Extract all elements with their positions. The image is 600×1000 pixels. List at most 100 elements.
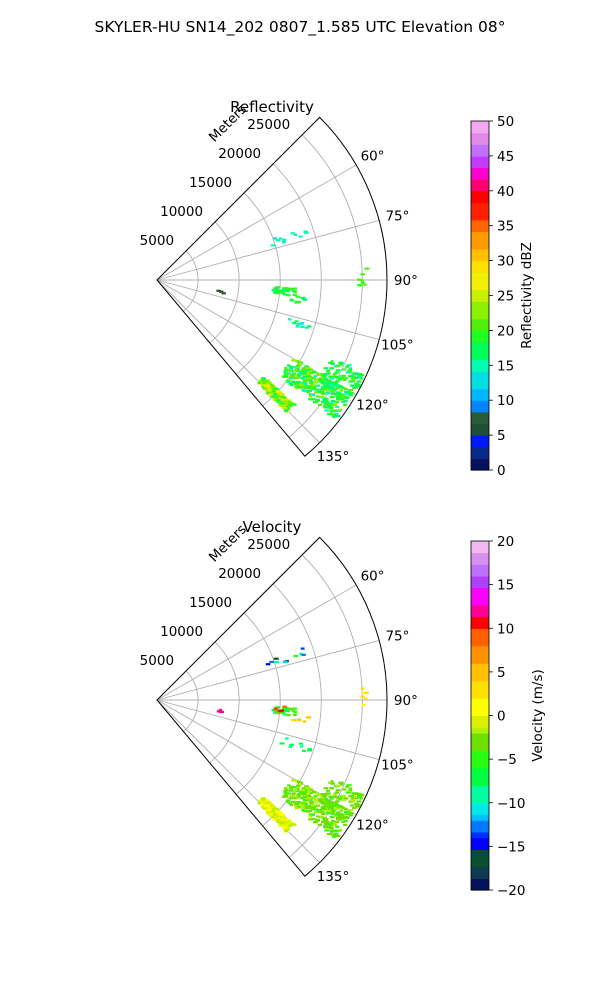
echo-gate bbox=[343, 797, 349, 800]
echo-gate bbox=[289, 287, 293, 291]
echo-gate bbox=[302, 809, 307, 812]
echo-gate bbox=[295, 323, 300, 326]
echo-gate bbox=[273, 391, 278, 394]
colorbar-segment bbox=[471, 558, 489, 565]
echo-gate bbox=[307, 804, 311, 808]
echo-gate bbox=[335, 784, 341, 787]
echo-gate bbox=[273, 237, 277, 240]
echo-gate bbox=[285, 799, 291, 802]
colorbar-segment bbox=[471, 179, 489, 186]
echo-gate bbox=[279, 822, 284, 825]
echo-gate bbox=[335, 364, 341, 367]
colorbar-segment bbox=[471, 802, 489, 810]
echo-gate bbox=[329, 830, 334, 833]
colorbar-segment bbox=[471, 738, 489, 746]
colorbar-segment bbox=[471, 628, 489, 635]
echo-gate bbox=[273, 657, 279, 660]
colorbar-segment bbox=[471, 773, 489, 781]
echo-gate bbox=[268, 391, 274, 394]
colorbar-segment bbox=[471, 411, 489, 419]
echo-gate bbox=[310, 381, 315, 384]
echo-gate bbox=[323, 802, 329, 805]
range-tick-label: 20000 bbox=[218, 566, 261, 582]
echo-gate bbox=[281, 707, 287, 710]
echo-gate bbox=[282, 288, 288, 292]
echo-gate bbox=[317, 823, 322, 827]
echo-gate bbox=[289, 785, 293, 788]
colorbar-segment bbox=[471, 371, 489, 378]
echo-gate bbox=[271, 807, 277, 810]
echo-gate bbox=[330, 392, 334, 395]
echo-gate bbox=[262, 382, 267, 385]
echo-gate bbox=[282, 241, 286, 244]
echo-gate bbox=[308, 788, 313, 791]
colorbar-segment bbox=[471, 260, 489, 268]
echo-gate bbox=[279, 709, 285, 712]
reflectivity-title: Reflectivity bbox=[230, 98, 314, 116]
echo-gate bbox=[218, 708, 223, 712]
colorbar-segment bbox=[471, 254, 489, 262]
echo-gate bbox=[323, 798, 329, 801]
echo-gate bbox=[328, 407, 334, 410]
echo-gate bbox=[344, 392, 350, 395]
echo-gate bbox=[269, 660, 275, 664]
echo-gate bbox=[333, 805, 338, 808]
echo-gate bbox=[266, 809, 271, 812]
echo-gate bbox=[261, 797, 266, 800]
echo-gate bbox=[323, 787, 329, 790]
colorbar-segment bbox=[471, 546, 489, 554]
echo-gate bbox=[265, 811, 270, 814]
echo-gate bbox=[329, 797, 334, 800]
colorbar-label: Velocity (m/s) bbox=[530, 669, 546, 762]
echo-gate bbox=[352, 795, 356, 798]
echo-gate bbox=[288, 824, 292, 827]
echo-gate bbox=[282, 400, 287, 403]
echo-gate bbox=[356, 800, 362, 803]
echo-gate bbox=[360, 273, 365, 276]
echo-gate bbox=[298, 235, 303, 238]
echo-gate bbox=[308, 375, 313, 379]
echo-gate bbox=[316, 373, 322, 376]
echo-gate bbox=[294, 387, 298, 390]
echo-gate bbox=[298, 372, 303, 375]
echo-gate bbox=[283, 372, 289, 375]
echo-gate bbox=[281, 795, 286, 798]
echo-gate bbox=[331, 388, 337, 392]
echo-gate bbox=[318, 378, 323, 381]
echo-gate bbox=[310, 813, 316, 816]
colorbar-segment bbox=[471, 353, 489, 361]
echo-gate bbox=[282, 406, 287, 409]
echo-gate bbox=[329, 803, 333, 806]
echo-gate bbox=[314, 388, 319, 391]
echo-gate bbox=[304, 365, 310, 368]
echo-gate bbox=[338, 797, 343, 800]
colorbar-segment bbox=[471, 382, 489, 390]
echo-gate bbox=[349, 804, 355, 807]
echo-gate bbox=[340, 816, 345, 819]
echo-gate bbox=[331, 808, 337, 812]
echo-gate bbox=[298, 792, 303, 795]
colorbar-tick-label: 15 bbox=[497, 358, 514, 374]
echo-gate bbox=[281, 823, 286, 827]
colorbar-segment bbox=[471, 791, 489, 798]
echo-gate bbox=[332, 833, 336, 836]
echo-gate bbox=[310, 398, 316, 401]
echo-gate bbox=[314, 381, 319, 384]
echo-gate bbox=[257, 382, 261, 385]
range-ring bbox=[262, 583, 322, 827]
echo-gate bbox=[349, 794, 355, 798]
echo-gate bbox=[316, 809, 322, 812]
echo-gate bbox=[306, 794, 312, 797]
echo-gate bbox=[270, 244, 276, 247]
colorbar-segment bbox=[471, 732, 489, 740]
echo-gate bbox=[344, 812, 350, 815]
colorbar-segment bbox=[471, 785, 489, 792]
echo-gate bbox=[336, 829, 342, 832]
echo-gate bbox=[295, 380, 301, 384]
colorbar-tick-label: 50 bbox=[497, 114, 514, 130]
echo-gate bbox=[306, 377, 312, 380]
colorbar-segment bbox=[471, 342, 489, 349]
echo-gate bbox=[298, 384, 305, 387]
colorbar-segment bbox=[471, 581, 489, 589]
